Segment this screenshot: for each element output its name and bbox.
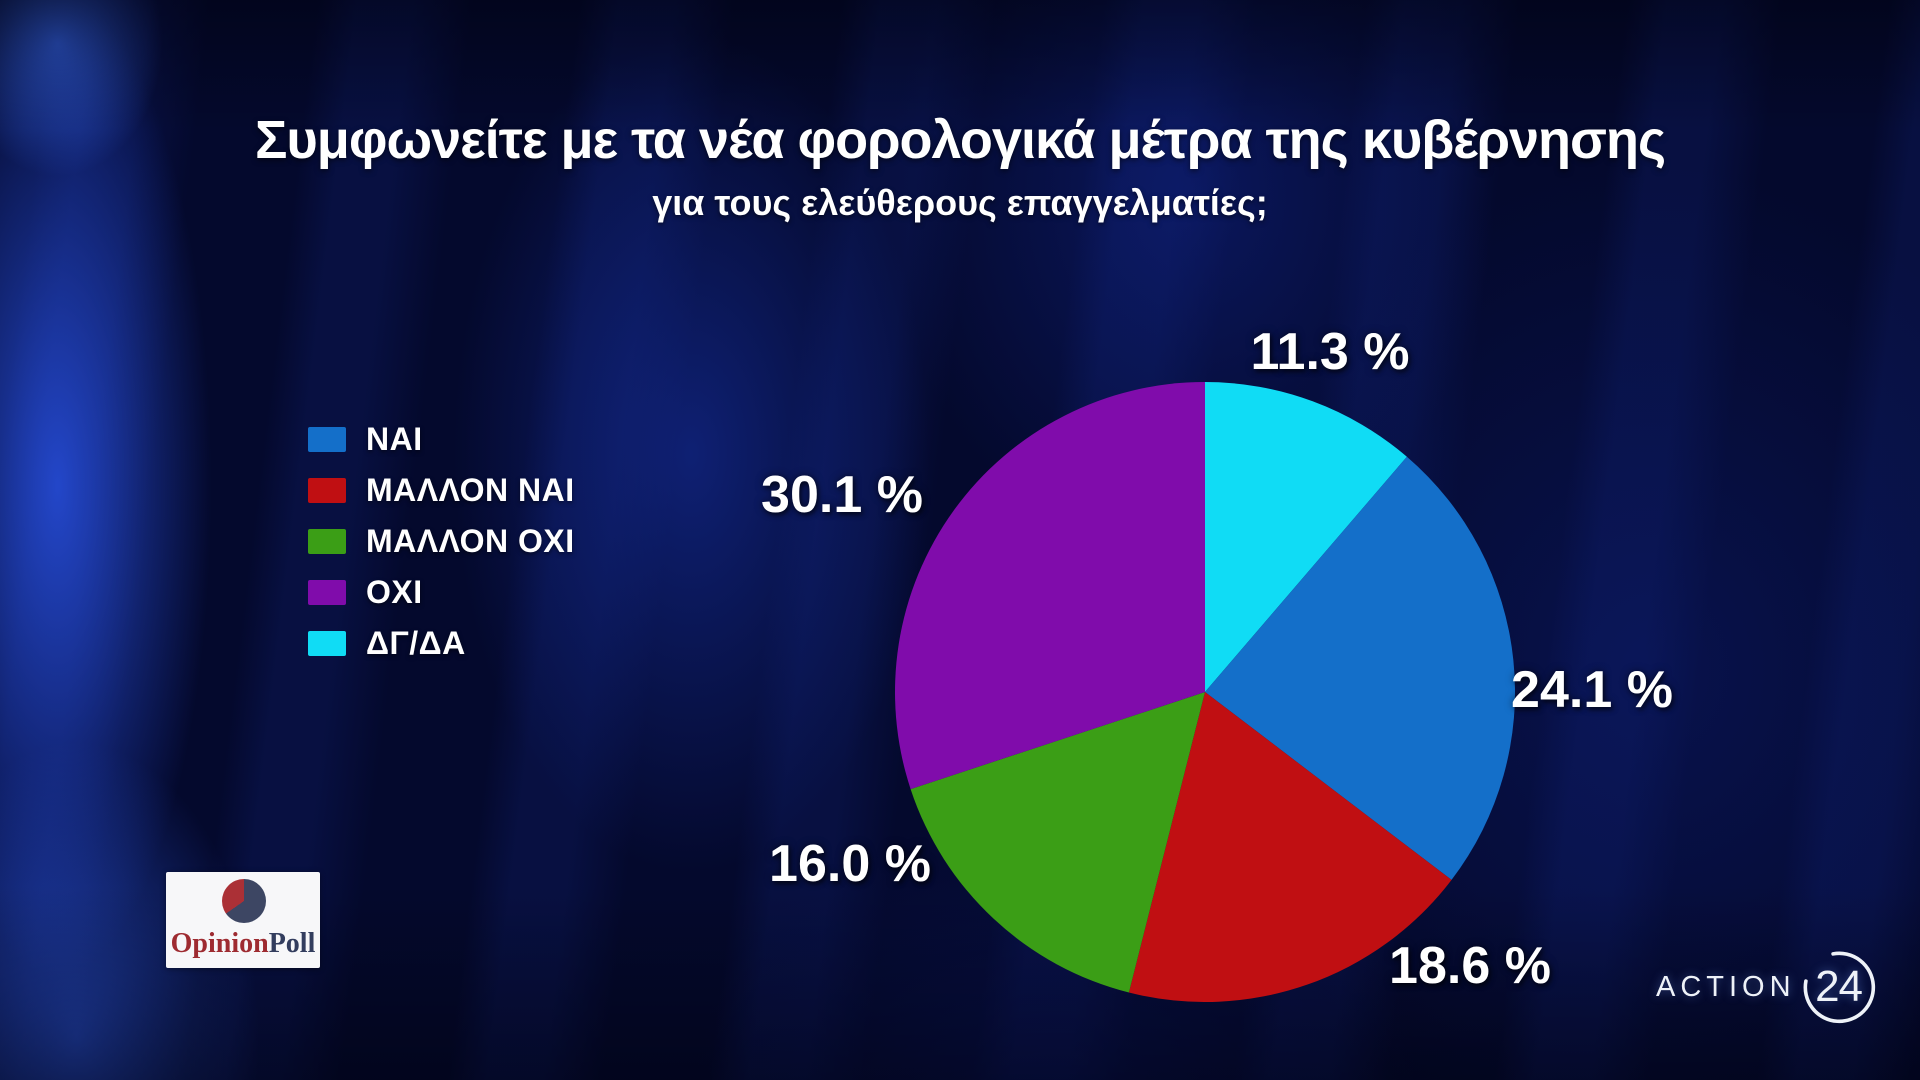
pie-value-label-dg-da: 11.3 % [1250, 323, 1410, 381]
pie-value-label-mallon-oxi: 16.0 % [769, 835, 931, 893]
legend-item-dg-da: ΔΓ/ΔΑ [308, 618, 575, 669]
legend-swatch-nai [308, 427, 346, 452]
pie-slice-ΔΓ/ΔΑ [1205, 382, 1407, 692]
opinion-poll-pie-icon [222, 879, 266, 923]
legend-label: ΜΑΛΛΟΝ ΝΑΙ [366, 472, 575, 508]
legend-swatch-mallon-oxi [308, 529, 346, 554]
opinion-poll-wordmark: OpinionPoll [166, 929, 320, 959]
pie-slice-ΝΑΙ [1205, 456, 1516, 880]
pie-value-label-nai: 24.1 % [1511, 661, 1673, 719]
action24-ring-icon: 24 [1802, 950, 1876, 1024]
opinion-poll-logo: OpinionPoll [166, 872, 320, 968]
poll-question-title: Συμφωνείτε με τα νέα φορολογικά μέτρα τη… [254, 110, 1666, 170]
legend-item-mallon-oxi: ΜΑΛΛΟΝ ΟΧΙ [308, 516, 575, 567]
legend-item-oxi: ΟΧΙ [308, 567, 575, 618]
poll-question-subtitle: για τους ελεύθερους επαγγελματίες; [652, 182, 1268, 223]
legend-label: ΔΓ/ΔΑ [366, 625, 466, 661]
legend-swatch-dg-da [308, 631, 346, 656]
pie-chart [895, 382, 1516, 1003]
legend-swatch-oxi [308, 580, 346, 605]
pie-chart-container [895, 382, 1516, 1003]
opinion-poll-word-poll: Poll [268, 928, 316, 959]
chart-legend: ΝΑΙ ΜΑΛΛΟΝ ΝΑΙ ΜΑΛΛΟΝ ΟΧΙ ΟΧΙ ΔΓ/ΔΑ [308, 414, 575, 669]
pie-slice-ΟΧΙ [895, 382, 1205, 790]
pie-value-label-mallon-nai: 18.6 % [1389, 937, 1551, 995]
pie-value-label-oxi: 30.1 % [761, 466, 923, 524]
legend-swatch-mallon-nai [308, 478, 346, 503]
legend-label: ΜΑΛΛΟΝ ΟΧΙ [366, 523, 575, 559]
action24-number: 24 [1815, 962, 1863, 1011]
legend-label: ΝΑΙ [366, 421, 423, 457]
pie-slice-ΜΑΛΛΟΝ ΟΧΙ [910, 692, 1205, 993]
legend-item-nai: ΝΑΙ [308, 414, 575, 465]
legend-item-mallon-nai: ΜΑΛΛΟΝ ΝΑΙ [308, 465, 575, 516]
action24-ring-arc [1803, 951, 1875, 1024]
pie-slice-ΜΑΛΛΟΝ ΝΑΙ [1128, 692, 1452, 1003]
opinion-poll-word-opinion: Opinion [170, 928, 269, 959]
action24-wordmark: ACTION [1656, 970, 1796, 1003]
legend-label: ΟΧΙ [366, 574, 423, 610]
action24-logo: ACTION 24 [1656, 950, 1876, 1024]
